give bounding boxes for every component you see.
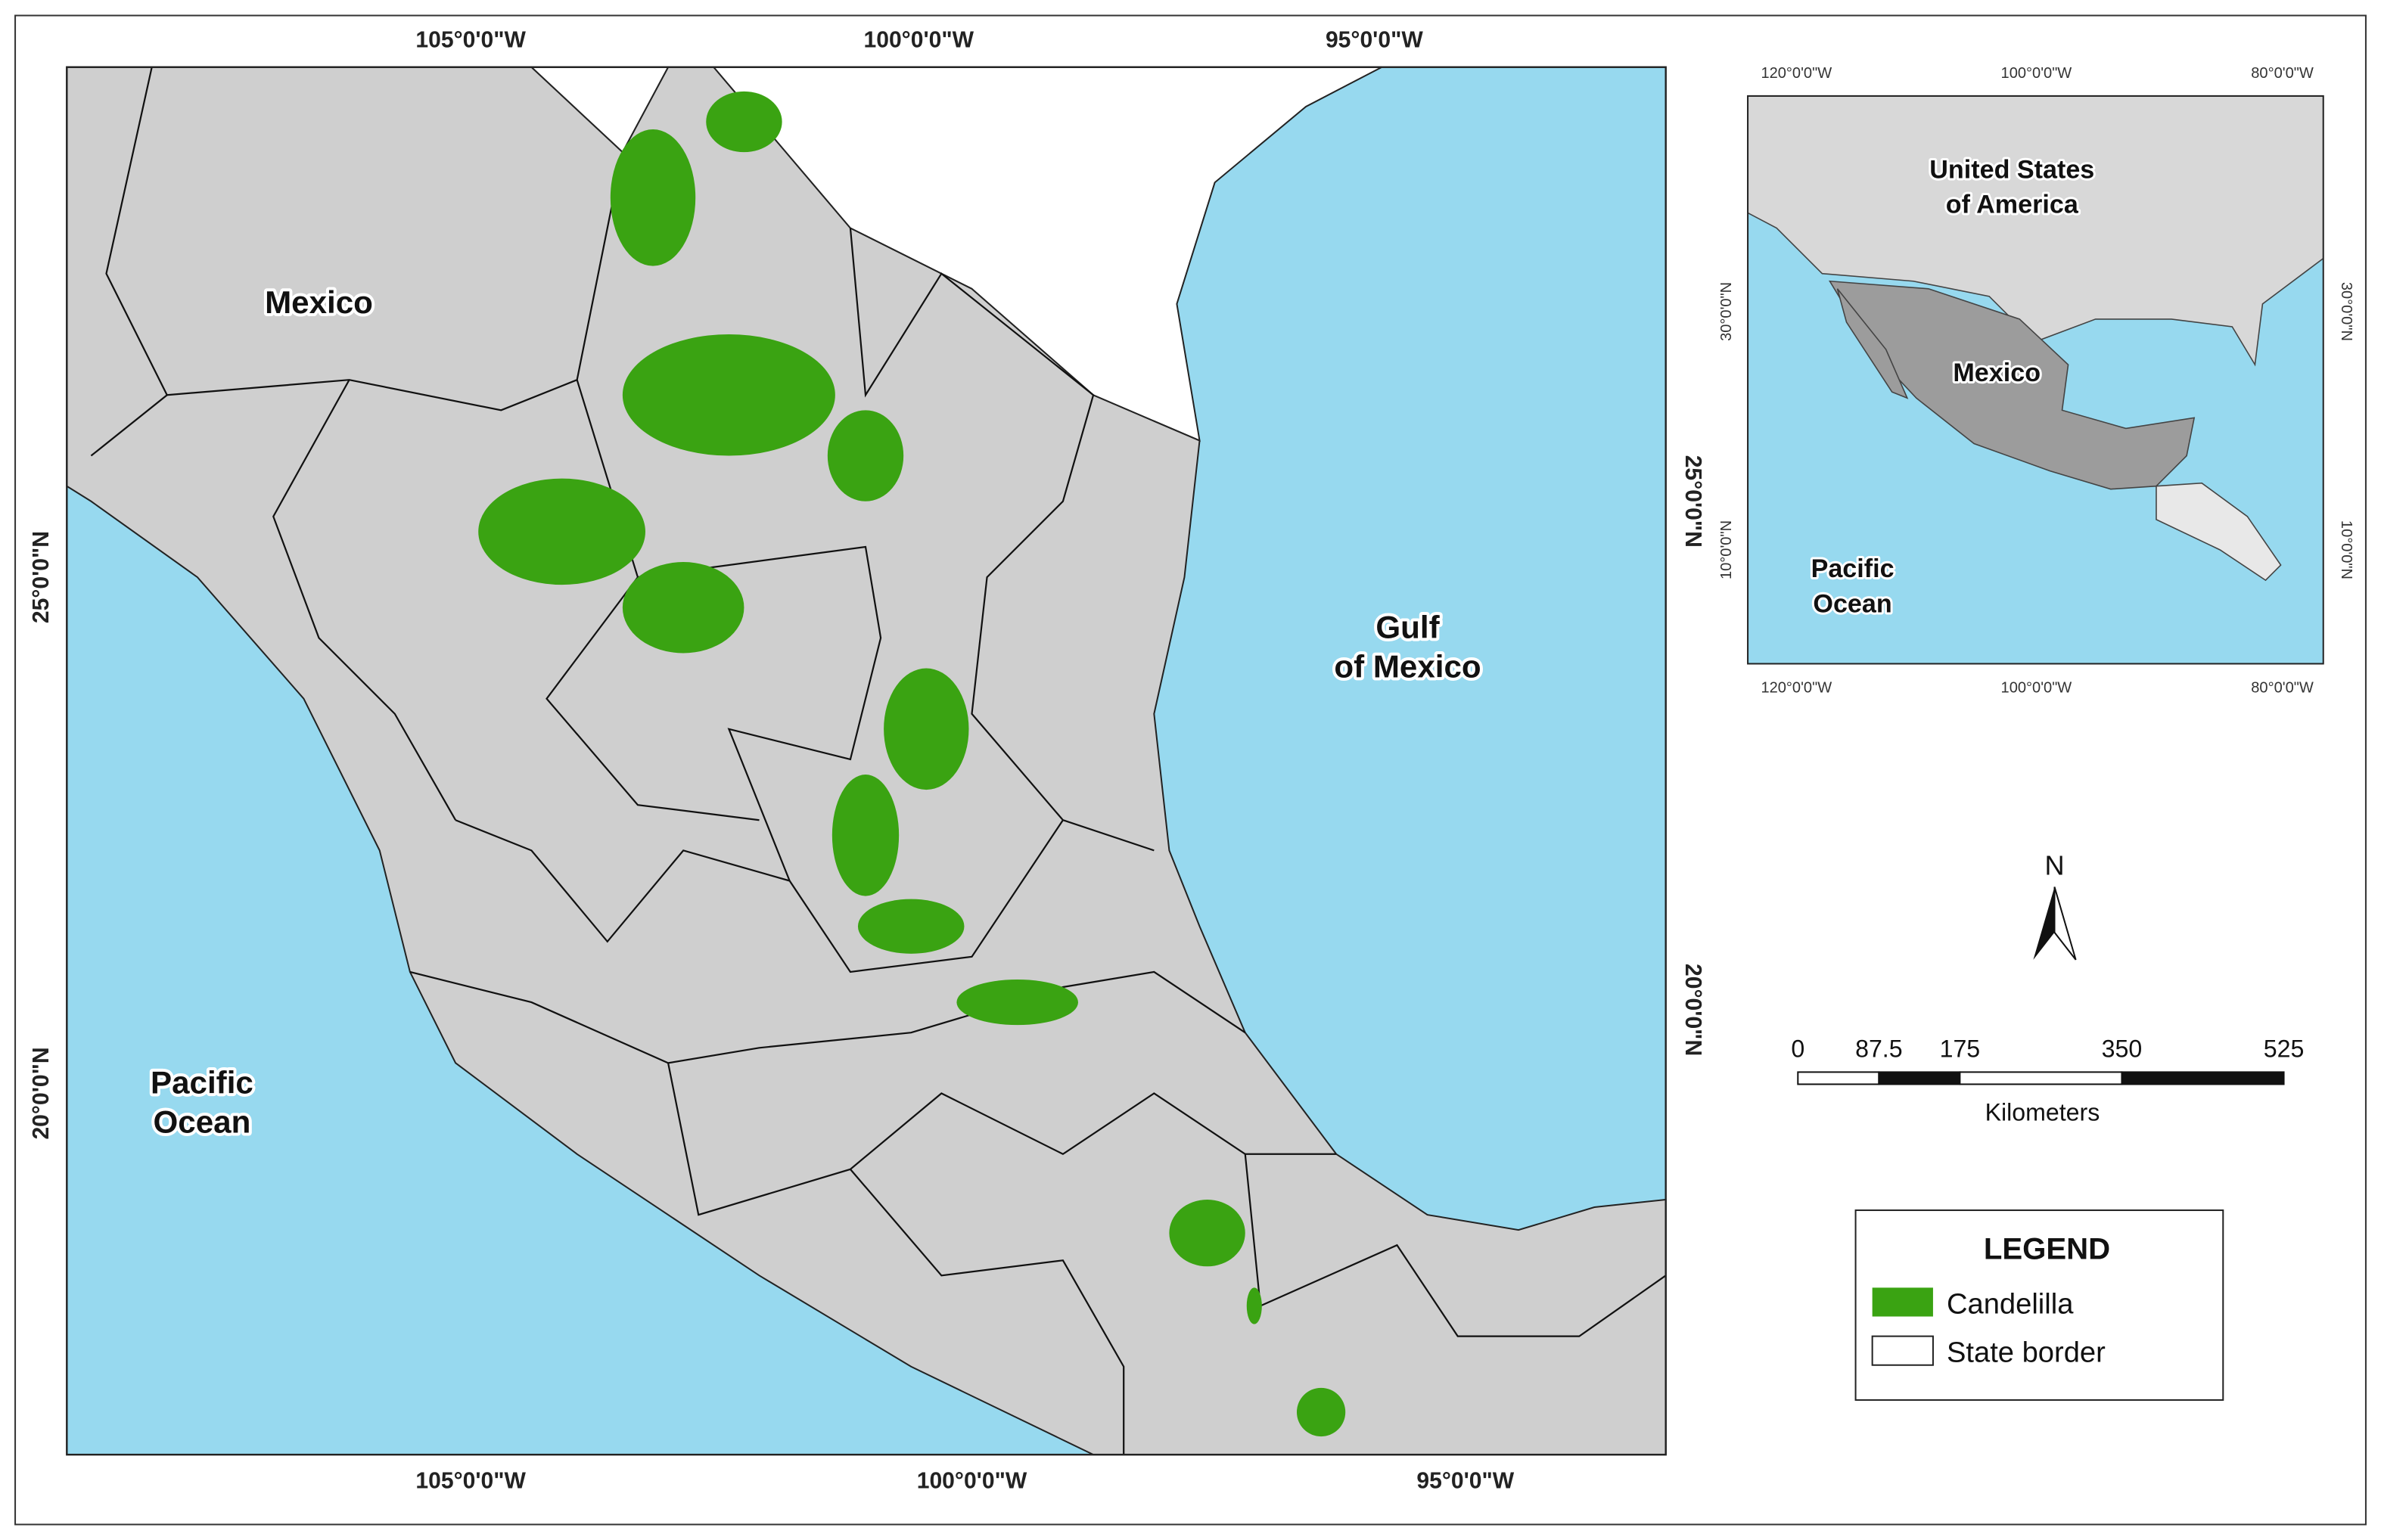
candelilla-patch bbox=[831, 775, 900, 896]
latitude-label: 30°0'0"N bbox=[2338, 282, 2355, 341]
longitude-label: 100°0'0"W bbox=[863, 28, 974, 53]
longitude-label: 120°0'0"W bbox=[1761, 680, 1832, 697]
place-label: Mexico bbox=[265, 284, 373, 320]
candelilla-patch bbox=[1296, 1387, 1346, 1437]
legend-swatch bbox=[1872, 1287, 1933, 1317]
candelilla-patch bbox=[610, 129, 696, 266]
scale-label: 87.5 bbox=[1855, 1035, 1903, 1062]
latitude-label: 25°0'0"N bbox=[1680, 455, 1705, 548]
map-frame bbox=[66, 66, 1667, 1456]
state-border bbox=[667, 1063, 1337, 1216]
scale-label: 525 bbox=[2264, 1035, 2305, 1062]
scale-bar: Kilometers 0 87.5 175 350 525 bbox=[1791, 1035, 2304, 1126]
legend-title: LEGEND bbox=[1984, 1231, 2110, 1265]
candelilla-patch bbox=[622, 562, 744, 654]
candelilla-patch bbox=[622, 334, 835, 456]
state-border bbox=[409, 970, 1246, 1064]
state-border bbox=[849, 228, 1155, 852]
arrow-half bbox=[2033, 886, 2055, 960]
scale-segment bbox=[2121, 1071, 2285, 1085]
candelilla-patch bbox=[1169, 1199, 1245, 1267]
latitude-label: 25°0'0"N bbox=[29, 531, 54, 623]
longitude-label: 95°0'0"W bbox=[1416, 1468, 1514, 1493]
longitude-label: 105°0'0"W bbox=[415, 28, 526, 53]
baja-land bbox=[1836, 288, 1909, 399]
longitude-label: 95°0'0"W bbox=[1326, 28, 1423, 53]
state-border bbox=[455, 819, 1064, 973]
usa-land bbox=[712, 66, 1382, 442]
state-border bbox=[1244, 1153, 1667, 1337]
candelilla-patch bbox=[884, 668, 969, 790]
inset-frame bbox=[1747, 95, 2324, 665]
scale-unit: Kilometers bbox=[1985, 1099, 2100, 1126]
latitude-label: 30°0'0"N bbox=[1718, 282, 1735, 341]
scale-label: 175 bbox=[1940, 1035, 1981, 1062]
state-border bbox=[637, 545, 882, 881]
usa-land bbox=[1747, 95, 2324, 367]
place-label: United States of America bbox=[1929, 155, 2094, 219]
latitude-label: 20°0'0"N bbox=[1680, 964, 1705, 1056]
scale-label: 0 bbox=[1791, 1035, 1804, 1062]
inset-map: 120°0'0"W 100°0'0"W 80°0'0"W 120°0'0"W 1… bbox=[1718, 65, 2355, 697]
place-label: Gulf of Mexico bbox=[1334, 609, 1481, 684]
longitude-label: 105°0'0"W bbox=[415, 1468, 526, 1493]
state-border bbox=[850, 1169, 1125, 1455]
state-borders bbox=[90, 67, 1667, 1455]
main-map: 105°0'0"W 100°0'0"W 95°0'0"W 105°0'0"W 1… bbox=[29, 28, 1705, 1494]
legend-item: Candelilla bbox=[1947, 1288, 2074, 1321]
central-america-land bbox=[2156, 482, 2282, 582]
longitude-label: 100°0'0"W bbox=[2001, 680, 2072, 697]
latitude-label: 10°0'0"N bbox=[2338, 520, 2355, 579]
north-arrow: N bbox=[2033, 849, 2077, 961]
candelilla-patch bbox=[827, 410, 904, 501]
state-border bbox=[166, 151, 623, 411]
candelilla-patch bbox=[706, 91, 782, 153]
legend: LEGEND Candelilla State border bbox=[1854, 1209, 2224, 1401]
longitude-label: 120°0'0"W bbox=[1761, 65, 1832, 82]
state-border bbox=[90, 67, 169, 457]
scale-segment bbox=[1878, 1071, 1961, 1085]
arrow-half bbox=[2053, 886, 2077, 961]
place-label: Pacific Ocean bbox=[151, 1064, 253, 1139]
longitude-label: 100°0'0"W bbox=[2001, 65, 2072, 82]
candelilla-areas bbox=[478, 91, 1346, 1437]
legend-item: State border bbox=[1947, 1337, 2106, 1369]
place-label: Pacific Ocean bbox=[1811, 554, 1895, 618]
latitude-label: 20°0'0"N bbox=[29, 1047, 54, 1139]
candelilla-patch bbox=[478, 478, 645, 585]
north-label: N bbox=[2044, 849, 2064, 880]
longitude-label: 80°0'0"W bbox=[2251, 65, 2314, 82]
mexico-land bbox=[1828, 280, 2196, 490]
latitude-label: 10°0'0"N bbox=[1718, 520, 1735, 579]
candelilla-patch bbox=[857, 899, 965, 954]
candelilla-patch bbox=[1246, 1287, 1262, 1324]
state-border bbox=[272, 379, 457, 821]
scale-segment bbox=[1959, 1071, 2123, 1085]
longitude-label: 80°0'0"W bbox=[2251, 680, 2314, 697]
place-label: Mexico bbox=[1953, 359, 2041, 387]
scale-segment bbox=[1797, 1071, 1880, 1085]
candelilla-patch bbox=[956, 979, 1078, 1026]
legend-swatch bbox=[1871, 1335, 1934, 1366]
longitude-label: 100°0'0"W bbox=[917, 1468, 1027, 1493]
scale-label: 350 bbox=[2102, 1035, 2143, 1062]
